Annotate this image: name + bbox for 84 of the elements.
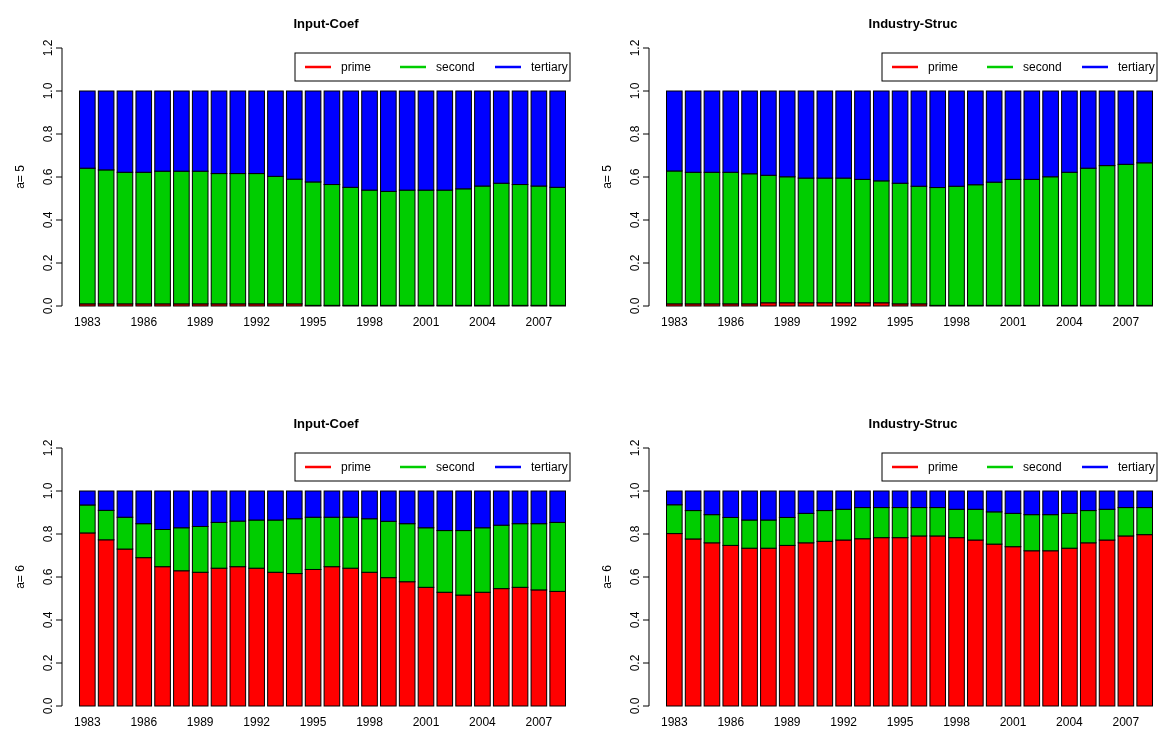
x-tick-label: 1983 [73, 315, 101, 329]
x-tick-label: 1998 [943, 315, 971, 329]
y-axis-title: a= 5 [13, 164, 27, 189]
x-tick-label: 1992 [830, 315, 858, 329]
legend-label: tertiary [531, 60, 568, 74]
y-tick-label: 1.2 [41, 439, 55, 457]
y-tick-label: 1.0 [628, 82, 642, 100]
y-axis-title: a= 6 [13, 564, 27, 589]
text: prime [928, 460, 959, 474]
x-tick-label: 1989 [186, 715, 214, 729]
legend-label: second [1023, 460, 1062, 474]
y-tick-label: 0.2 [41, 254, 55, 272]
y-axis-title: a= 6 [600, 564, 614, 589]
x-tick-label: 2001 [412, 315, 440, 329]
legend-label: tertiary [531, 460, 568, 474]
x-tick-label: 2007 [525, 715, 553, 729]
x-tick-label: 2007 [525, 315, 553, 329]
chart-title: Industry-Struc [868, 416, 958, 431]
x-tick-label: 1992 [243, 715, 271, 729]
y-tick-label: 0.6 [628, 168, 642, 186]
x-tick-label: 2007 [1112, 715, 1140, 729]
y-tick-label: 0.4 [41, 611, 55, 629]
x-tick-label: 2001 [999, 315, 1027, 329]
y-tick-label: 1.0 [41, 82, 55, 100]
x-tick-label: 2007 [1112, 315, 1140, 329]
x-tick-label: 1995 [299, 315, 327, 329]
x-tick-label: 1995 [886, 315, 914, 329]
legend-label: tertiary [1118, 460, 1155, 474]
x-tick-label: 1986 [717, 715, 745, 729]
y-tick-label: 0.8 [628, 125, 642, 143]
x-tick-label: 2004 [469, 715, 497, 729]
legend-label: prime [928, 60, 959, 74]
y-tick-label: 0.2 [628, 254, 642, 272]
y-tick-label: 0.2 [628, 654, 642, 672]
y-tick-label: 0.6 [41, 568, 55, 586]
legend-label: prime [341, 60, 372, 74]
y-tick-label: 0.4 [41, 211, 55, 229]
y-tick-label: 1.0 [628, 482, 642, 500]
chart-title: Industry-Struc [868, 16, 958, 31]
x-tick-label: 1986 [717, 315, 745, 329]
x-tick-label: 1998 [943, 715, 971, 729]
x-tick-label: 1983 [660, 315, 688, 329]
y-tick-label: 0.6 [628, 568, 642, 586]
y-tick-label: 0.0 [628, 697, 642, 715]
chart-title: Input-Coef [293, 16, 360, 31]
legend-label: second [436, 460, 475, 474]
x-tick-label: 1995 [299, 715, 327, 729]
x-tick-label: 1992 [830, 715, 858, 729]
x-tick-label: 1986 [130, 715, 158, 729]
x-tick-label: 1983 [660, 715, 688, 729]
y-tick-label: 0.4 [628, 211, 642, 229]
x-tick-label: 1989 [773, 315, 801, 329]
y-tick-label: 0.4 [628, 611, 642, 629]
y-tick-label: 1.0 [41, 482, 55, 500]
x-tick-label: 1983 [73, 715, 101, 729]
x-tick-label: 1989 [186, 315, 214, 329]
y-axis-title: a= 5 [600, 164, 614, 189]
x-tick-label: 1998 [356, 715, 384, 729]
x-tick-label: 2004 [1056, 315, 1084, 329]
text: second [436, 60, 475, 74]
text: prime [341, 460, 372, 474]
text: second [1023, 60, 1062, 74]
legend-label: tertiary [1118, 60, 1155, 74]
y-tick-label: 0.0 [628, 297, 642, 315]
chart-title: Input-Coef [293, 416, 360, 431]
x-tick-label: 1992 [243, 315, 271, 329]
x-tick-label: 2001 [999, 715, 1027, 729]
y-tick-label: 0.0 [41, 697, 55, 715]
y-tick-label: 1.2 [628, 439, 642, 457]
x-tick-label: 1986 [130, 315, 158, 329]
x-tick-label: 1989 [773, 715, 801, 729]
x-tick-label: 1995 [886, 715, 914, 729]
y-tick-label: 0.8 [41, 125, 55, 143]
y-tick-label: 1.2 [628, 39, 642, 57]
y-tick-label: 0.6 [41, 168, 55, 186]
x-tick-label: 2001 [412, 715, 440, 729]
y-tick-label: 0.8 [41, 525, 55, 543]
x-tick-label: 2004 [1056, 715, 1084, 729]
x-tick-label: 1998 [356, 315, 384, 329]
y-tick-label: 0.8 [628, 525, 642, 543]
y-tick-label: 1.2 [41, 39, 55, 57]
y-tick-label: 0.0 [41, 297, 55, 315]
x-tick-label: 2004 [469, 315, 497, 329]
y-tick-label: 0.2 [41, 654, 55, 672]
